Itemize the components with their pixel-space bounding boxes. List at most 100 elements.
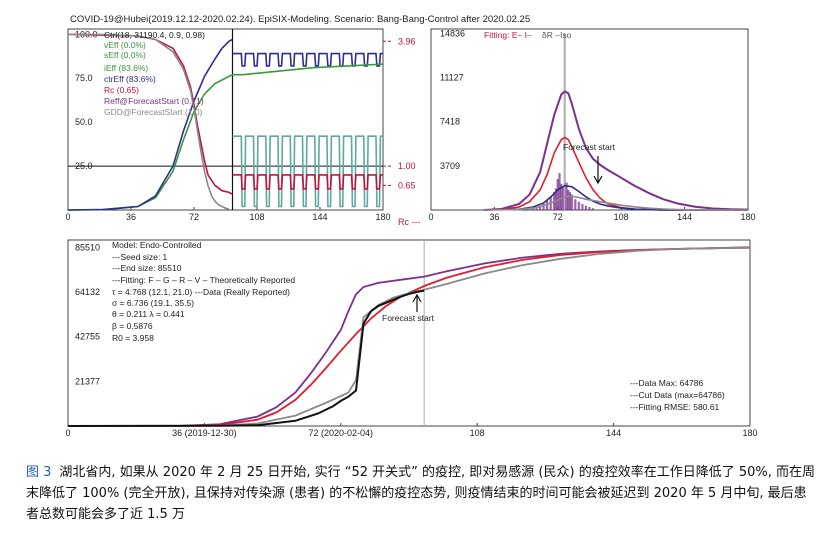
panel1-xtick-3: 108: [249, 212, 264, 222]
figure-caption: 图 3 湖北省内, 如果从 2020 年 2 月 25 日开始, 实行 “52 开…: [26, 462, 816, 525]
panel3-ytick-3: 21377: [75, 376, 100, 386]
panel3-info: Model: Endo-Controlled ---Seed size: 1 -…: [112, 240, 295, 343]
panel2-xtick-3: 108: [614, 212, 629, 222]
panel2-series: [483, 90, 749, 211]
panel2-ytick-2: 7418: [440, 117, 460, 127]
panel2-ytick-1: 11127: [440, 73, 464, 83]
panel1-oscillations: [232, 52, 383, 208]
panel2-xtick-1: 36: [489, 212, 499, 222]
panel2-ytick-3: 3709: [440, 161, 460, 171]
panel2-bar-12: [563, 33, 566, 210]
panel1-xtick-2: 72: [189, 212, 199, 222]
legend-ieff: iEff (83.6%): [104, 63, 148, 73]
caption-label: 图 3: [26, 465, 52, 480]
panel2-xtick-4: 144: [677, 212, 692, 222]
panel3-xtick-4: 144: [606, 428, 621, 438]
panel1-y2tick-3: Rc ---: [398, 217, 421, 227]
panel2-bar-9: [558, 173, 561, 210]
panel1-series-1: [67, 38, 233, 211]
panel1-axis-ticks: 0 36 72 108 144 180100.075.050.025.03.961.000…: [65, 29, 420, 227]
panel1-y2tick-0: 3.96: [398, 36, 416, 46]
panel3-xtick-0: 0: [65, 428, 70, 438]
panel3-series-3: [67, 289, 425, 427]
panel3-forecast-label: Forecast start: [382, 313, 435, 323]
info-beta: β = 0.5876: [112, 321, 153, 331]
panel1-series-3: [67, 33, 230, 210]
panel1-ctreff-oscillation: [232, 52, 383, 67]
stats-rmse: ---Fitting RMSE: 580.61: [630, 402, 720, 412]
panel3-series: [67, 246, 751, 427]
panel3-forecast-arrow: [412, 293, 422, 312]
panel2-ytick-0: 14836: [440, 28, 465, 38]
info-r0: R0 = 3.958: [112, 333, 154, 343]
panel2-bar-3: [542, 204, 545, 210]
panel2-bar-4: [546, 200, 549, 210]
panel2-bar-10: [560, 183, 563, 210]
panel3-ytick-2: 42755: [75, 332, 100, 342]
panel3-frame: [67, 239, 751, 427]
panel1-series-0: [67, 63, 384, 211]
info-seed: ---Seed size: 1: [112, 252, 168, 262]
panel2-bar-8: [556, 179, 559, 210]
panel2-xtick-5: 180: [740, 212, 755, 222]
panel-control-efficiency: COVID-19@Hubei(2019.12.12-2020.02.24). E…: [65, 14, 530, 227]
info-tau: τ = 4.768 (12.1, 21.0) ---Data (Really R…: [112, 287, 290, 297]
panel3-xtick-5: 180: [742, 428, 757, 438]
legend-rc: Rc (0.65): [104, 85, 139, 95]
panel1-frame: [67, 28, 384, 211]
panel3-xtick-2: 72 (2020-02-04): [309, 428, 374, 438]
panel1-legend: Ctrl(18, 31190.4, 0.9, 0.98) vEff (0.0%)…: [104, 30, 205, 117]
panel1-series: [67, 33, 384, 211]
panel3-series-1: [67, 246, 751, 427]
panel3-ytick-1: 64132: [75, 287, 100, 297]
panel1-ytick-1: 75.0: [75, 73, 93, 83]
panel2-bar-16: [570, 194, 573, 210]
panel2-forecast-label: Forecast start: [563, 142, 616, 152]
info-theta: θ = 0.211 λ = 0.441: [112, 309, 185, 319]
stats-cut-data: ---Cut Data (max=64786): [630, 390, 725, 400]
legend-gdd: GDD@ForecastStart (1.0): [104, 107, 203, 117]
panel2-xtick-0: 0: [428, 212, 433, 222]
panel3-xtick-1: 36 (2019-12-30): [172, 428, 237, 438]
info-model: Model: Endo-Controlled: [112, 240, 202, 250]
panel2-bar-11: [561, 187, 565, 210]
panel3-xtick-3: 108: [470, 428, 485, 438]
panel-fitting: 0 36 72 108 144 180 14836 11127 7418 3709 Fitting…: [428, 28, 755, 222]
info-end: ---End size: 85510: [112, 263, 182, 273]
panel2-axis-ticks: 0 36 72 108 144 180 14836 11127 7418 3709: [428, 28, 755, 222]
panel1-y2tick-2: 0.65: [398, 180, 416, 190]
legend-veff: vEff (0.0%): [104, 40, 146, 50]
panel2-bar-7: [554, 188, 557, 210]
panel2-forecast-arrow: [593, 156, 603, 185]
panel1-xtick-1: 36: [126, 212, 136, 222]
legend-ctreff: ctrEff (83.6%): [104, 74, 156, 84]
panel2-bar-21: [588, 207, 591, 210]
panel3-axis-ticks: 0 36 (2019-12-30) 72 (2020-02-04) 108 144 180…: [65, 242, 757, 438]
panel2-bar-1: [535, 207, 538, 210]
panel1-rc-oscillation: [232, 174, 383, 190]
panel2-series-0: [483, 90, 749, 211]
info-fitting: ---Fitting: F – G – R – V – Theoreticall…: [112, 275, 295, 285]
panel2-series-3: [483, 195, 748, 211]
panel2-bar-0: [531, 208, 535, 210]
panel3-stats: ---Data Max: 64786 ---Cut Data (max=6478…: [630, 378, 725, 412]
legend-ctrl: Ctrl(18, 31190.4, 0.9, 0.98): [104, 30, 205, 40]
panel1-y2tick-1: 1.00: [398, 161, 416, 171]
panel3-ytick-0: 85510: [75, 242, 100, 252]
panel2-bar-20: [584, 205, 587, 210]
panel2-bar-17: [574, 199, 577, 210]
panel2-bar-14: [567, 189, 570, 210]
panel1-title: COVID-19@Hubei(2019.12.12-2020.02.24). E…: [70, 14, 530, 25]
panel1-xtick-5: 180: [375, 212, 390, 222]
panel2-legend-fitting: Fitting: E– I–: [484, 30, 532, 40]
panel1-ytick-2: 50.0: [75, 117, 93, 127]
panel-cumulative: 0 36 (2019-12-30) 72 (2020-02-04) 108 144 180…: [65, 239, 758, 438]
legend-reff: Reff@ForecastStart (0.71): [104, 96, 204, 106]
panel2-bar-19: [581, 204, 584, 210]
caption-text: 湖北省内, 如果从 2020 年 2 月 25 日开始, 实行 “52 开关式”…: [26, 465, 816, 522]
panel1-xtick-0: 0: [65, 212, 70, 222]
panel2-xtick-2: 72: [553, 212, 563, 222]
panel2-bar-22: [591, 208, 594, 210]
info-sigma: σ = 6.736 (19.1, 35.5): [112, 298, 194, 308]
panel2-bars: [531, 33, 594, 210]
